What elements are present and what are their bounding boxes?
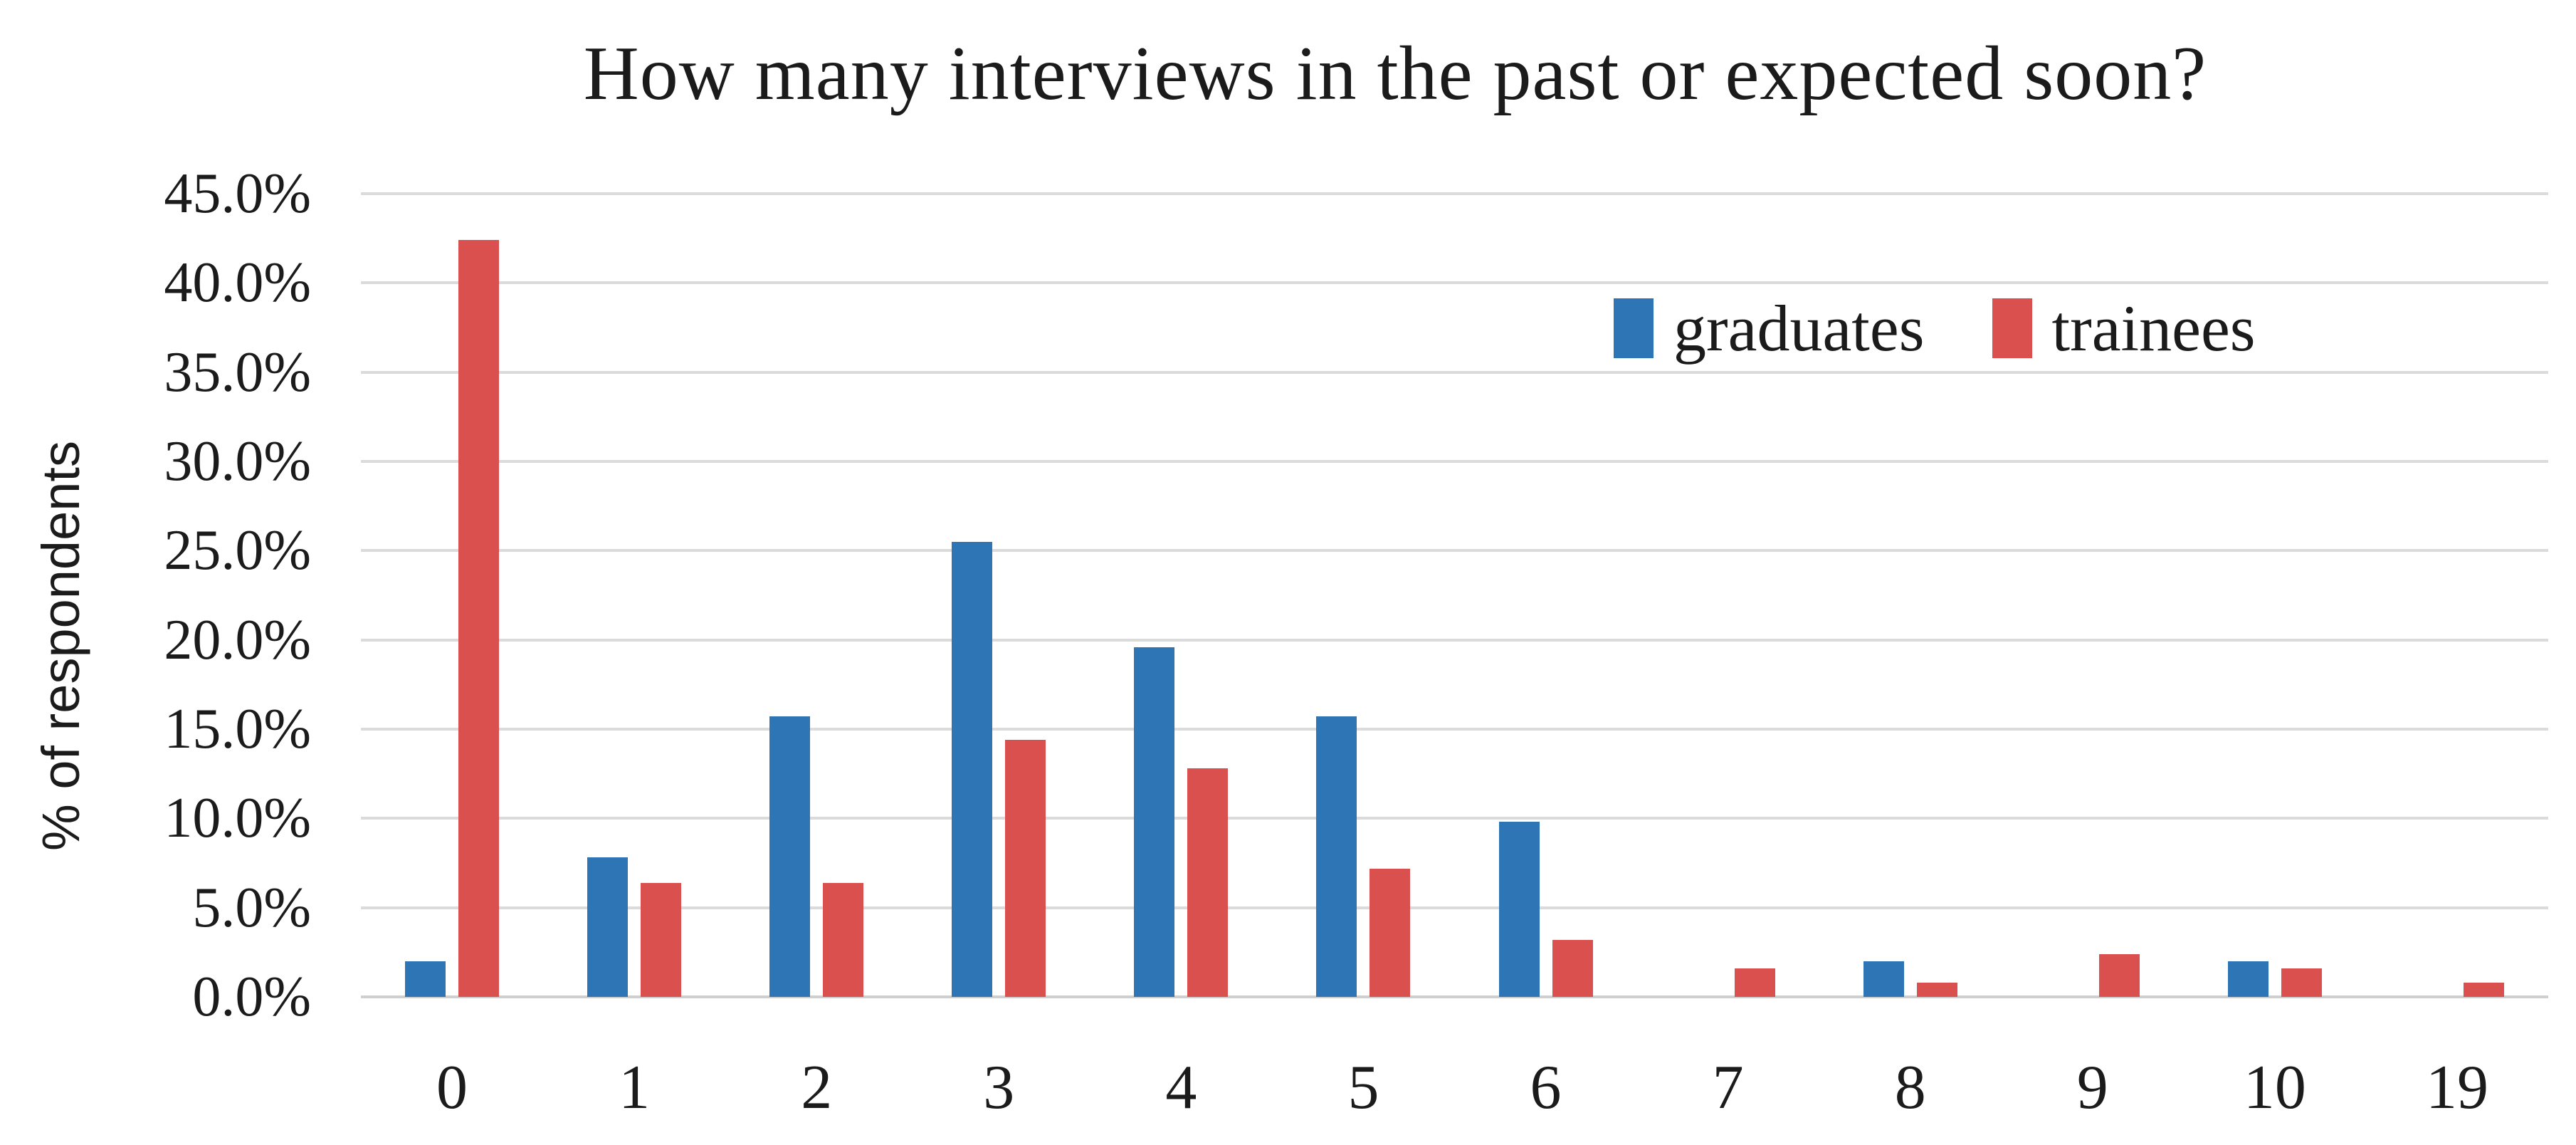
gridline xyxy=(361,281,2548,285)
legend-label: graduates xyxy=(1673,292,1925,365)
y-tick-label: 10.0% xyxy=(164,787,311,850)
legend-label: trainees xyxy=(2051,292,2256,365)
gridline xyxy=(361,370,2548,374)
chart-title: How many interviews in the past or expec… xyxy=(583,31,2207,116)
y-tick-label: 25.0% xyxy=(164,519,311,582)
bar-graduates-5 xyxy=(1316,716,1357,997)
x-axis-label: 3 xyxy=(983,1053,1015,1122)
x-axis-label: 6 xyxy=(1530,1053,1562,1122)
bar-trainees-0 xyxy=(458,240,500,997)
bar-graduates-0 xyxy=(405,961,446,997)
x-axis-label: 19 xyxy=(2425,1053,2488,1122)
bar-graduates-1 xyxy=(587,857,629,997)
bar-graduates-3 xyxy=(952,541,993,997)
bar-trainees-8 xyxy=(1916,982,1957,997)
bar-trainees-10 xyxy=(2281,968,2322,997)
bar-graduates-8 xyxy=(1863,961,1904,997)
legend-entry-graduates: graduates xyxy=(1614,296,1925,361)
gridline xyxy=(361,638,2548,642)
bar-trainees-5 xyxy=(1370,868,1411,997)
plot-area: graduates trainees xyxy=(361,192,2548,998)
gridline xyxy=(361,728,2548,731)
gridline xyxy=(361,906,2548,909)
x-axis-line xyxy=(361,995,2548,998)
bar-trainees-1 xyxy=(641,882,682,997)
x-axis-label: 2 xyxy=(801,1053,833,1122)
y-tick-label: 20.0% xyxy=(164,608,311,671)
bar-trainees-6 xyxy=(1552,939,1593,997)
bar-graduates-10 xyxy=(2227,961,2269,997)
x-axis-labels: 0 1 2 3 4 5 6 7 8 9 10 19 xyxy=(361,1052,2548,1138)
x-axis-label: 5 xyxy=(1347,1053,1379,1122)
y-tick-label: 45.0% xyxy=(164,162,311,225)
x-axis-label: 4 xyxy=(1165,1053,1197,1122)
bar-graduates-4 xyxy=(1134,647,1175,997)
gridline xyxy=(361,460,2548,463)
bar-trainees-9 xyxy=(2098,953,2140,997)
bar-trainees-7 xyxy=(1734,968,1775,997)
x-axis-label: 10 xyxy=(2243,1053,2306,1122)
legend-entry-trainees: trainees xyxy=(1992,296,2256,361)
y-tick-label: 30.0% xyxy=(164,430,311,493)
gridline xyxy=(361,817,2548,820)
x-axis-label: 8 xyxy=(1894,1053,1926,1122)
y-tick-label: 40.0% xyxy=(164,251,311,315)
bar-graduates-2 xyxy=(769,716,811,997)
x-axis-label: 7 xyxy=(1712,1053,1744,1122)
y-tick-label: 5.0% xyxy=(192,876,311,939)
y-tick-label: 15.0% xyxy=(164,698,311,760)
x-axis-label: 0 xyxy=(436,1053,468,1122)
x-axis-label: 1 xyxy=(619,1053,651,1122)
x-axis-label: 9 xyxy=(2076,1053,2108,1122)
legend: graduates trainees xyxy=(1614,283,2256,373)
bar-graduates-6 xyxy=(1498,822,1540,997)
y-axis-tick-labels: 45.0% 40.0% 35.0% 30.0% 25.0% 20.0% 15.0% 10.0%… xyxy=(0,165,2576,1025)
gridline xyxy=(361,549,2548,553)
bar-trainees-2 xyxy=(823,882,864,997)
y-tick-label: 0.0% xyxy=(192,966,311,1028)
bar-trainees-19 xyxy=(2463,982,2504,997)
bar-trainees-3 xyxy=(1005,740,1046,997)
legend-swatch-graduates xyxy=(1614,298,1654,358)
legend-swatch-trainees xyxy=(1992,298,2032,358)
gridline xyxy=(361,192,2548,195)
y-tick-label: 35.0% xyxy=(164,340,311,404)
bar-trainees-4 xyxy=(1187,768,1229,997)
